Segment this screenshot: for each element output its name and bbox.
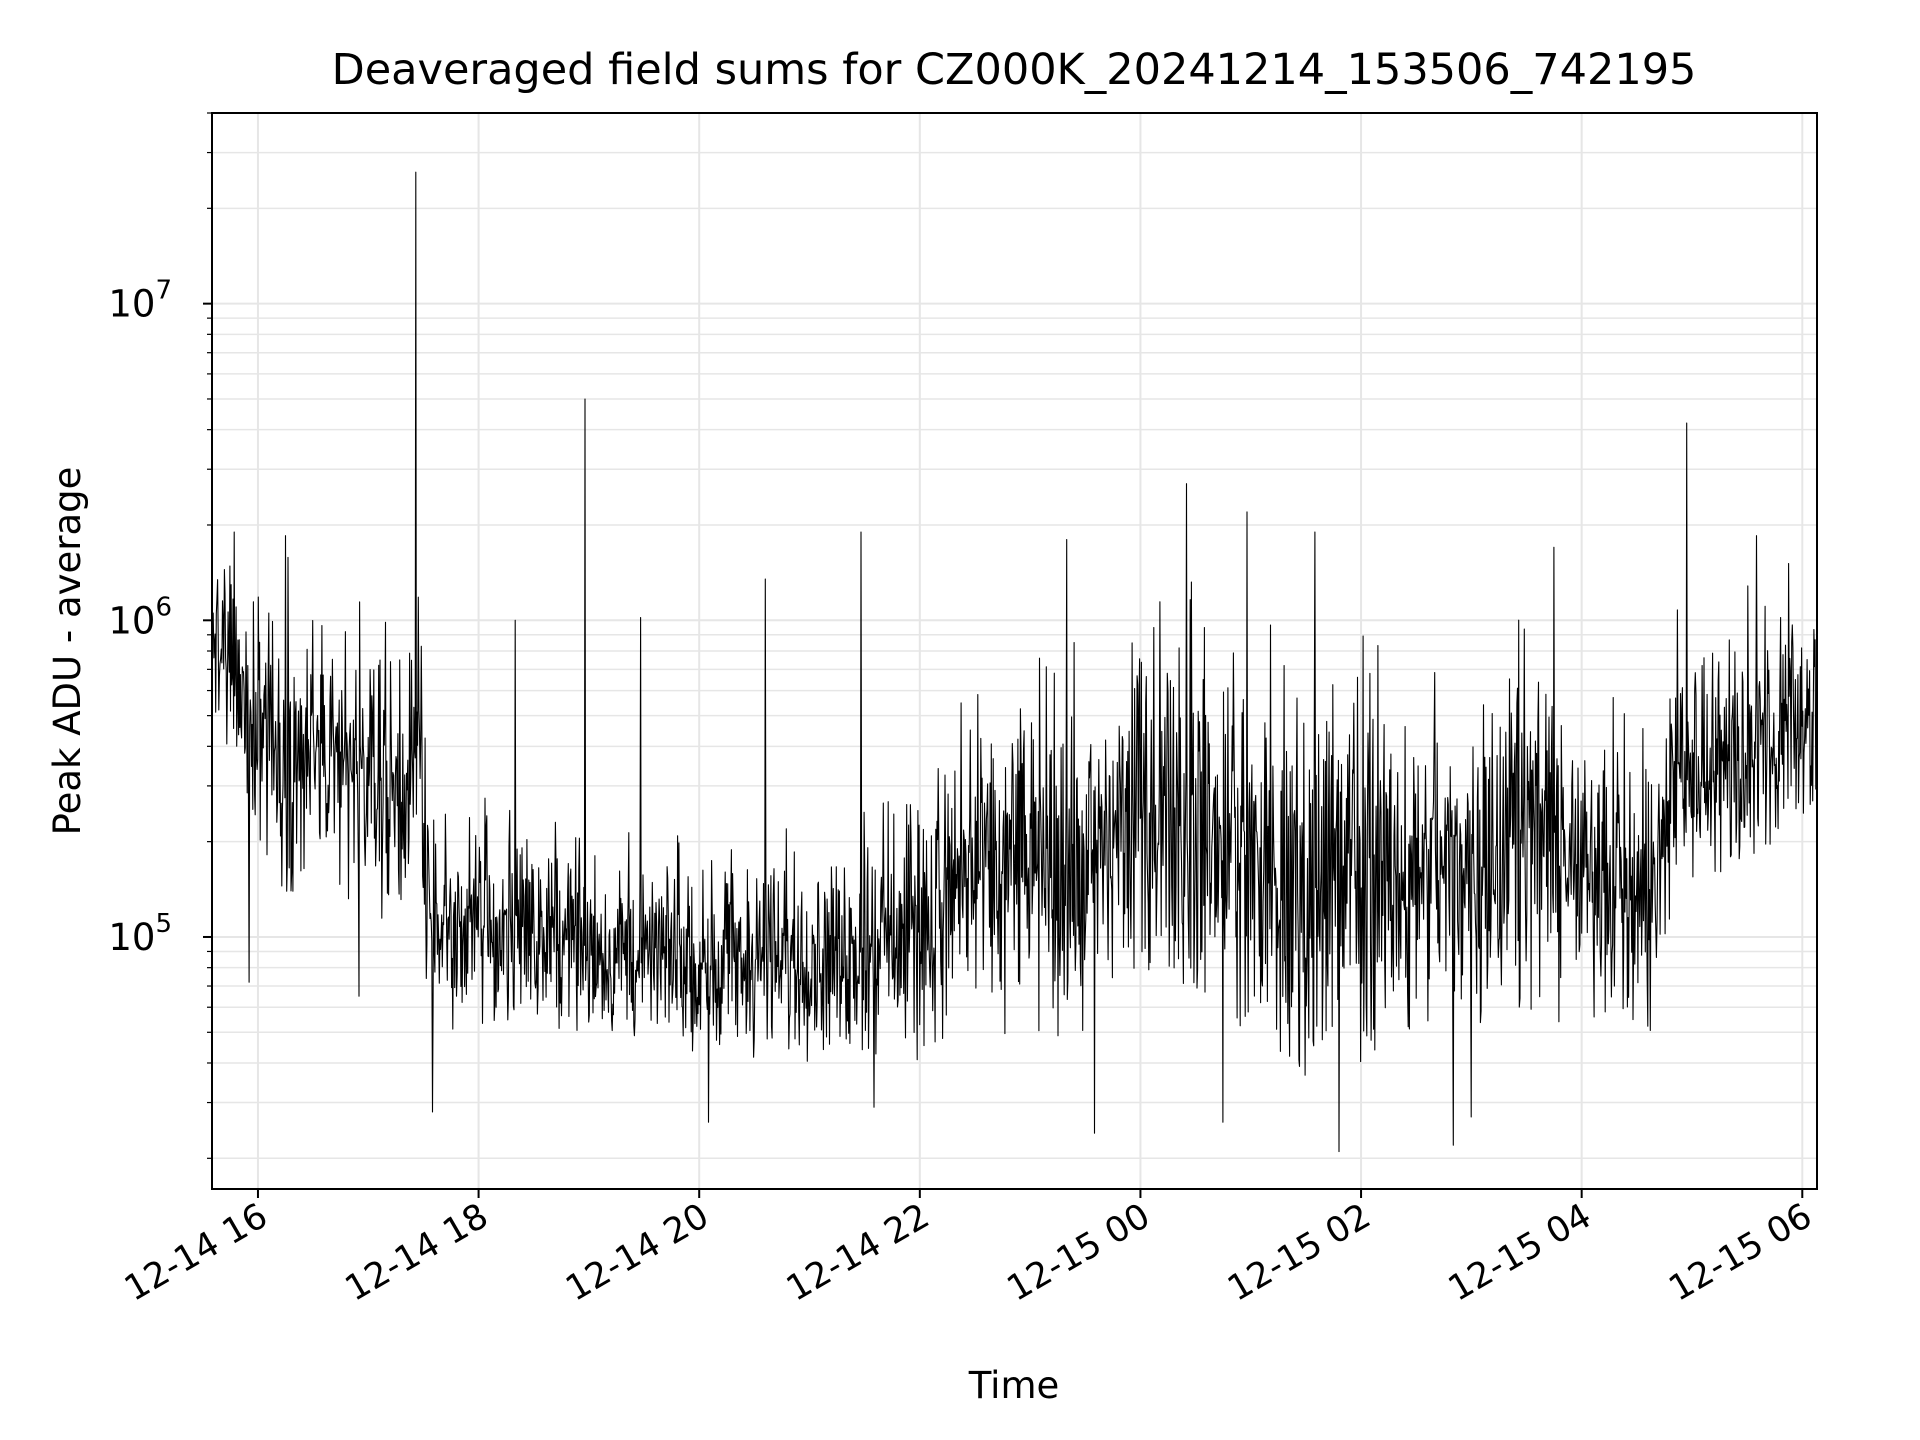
x-axis-label: Time [968, 1364, 1060, 1407]
data-layer [211, 171, 1818, 1153]
series-line [211, 171, 1818, 1153]
grid-layer [212, 112, 1817, 1189]
y-axis-label: Peak ADU - average [46, 467, 89, 836]
chart-title: Deaveraged field sums for CZ000K_2024121… [332, 45, 1697, 95]
y-tick-label: 107 [108, 276, 172, 326]
